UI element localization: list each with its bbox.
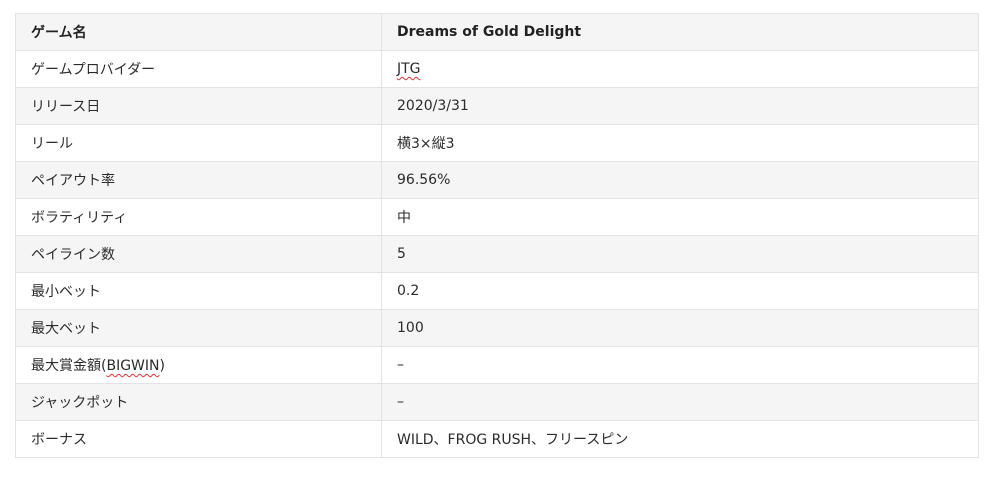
- table-row: 最小ベット 0.2: [15, 272, 979, 310]
- table-row: ペイライン数 5: [15, 235, 979, 273]
- row-label-reels: リール: [15, 124, 382, 162]
- table-row: ボーナス WILD、FROG RUSH、フリースピン: [15, 420, 979, 458]
- row-value-reels: 横3×縦3: [381, 124, 979, 162]
- row-value-paylines: 5: [381, 235, 979, 273]
- table-row: ジャックポット –: [15, 383, 979, 421]
- row-value-jackpot: –: [381, 383, 979, 421]
- table-header-row: ゲーム名 Dreams of Gold Delight: [15, 13, 979, 51]
- row-value-max-win: –: [381, 346, 979, 384]
- table-row: ゲームプロバイダー JTG: [15, 50, 979, 88]
- row-value-provider: JTG: [381, 50, 979, 88]
- max-win-label-bigwin: BIGWIN: [106, 358, 160, 374]
- row-label-bonus: ボーナス: [15, 420, 382, 458]
- table-row: リール 横3×縦3: [15, 124, 979, 162]
- row-value-release-date: 2020/3/31: [381, 87, 979, 125]
- header-value-cell: Dreams of Gold Delight: [381, 13, 979, 51]
- table-row: ペイアウト率 96.56%: [15, 161, 979, 199]
- table-row: 最大賞金額(BIGWIN) –: [15, 346, 979, 384]
- row-value-payout-rate: 96.56%: [381, 161, 979, 199]
- row-label-max-bet: 最大ベット: [15, 309, 382, 347]
- row-label-payout-rate: ペイアウト率: [15, 161, 382, 199]
- row-value-bonus: WILD、FROG RUSH、フリースピン: [381, 420, 979, 458]
- provider-value: JTG: [397, 61, 421, 77]
- row-label-min-bet: 最小ベット: [15, 272, 382, 310]
- row-value-volatility: 中: [381, 198, 979, 236]
- table-row: ボラティリティ 中: [15, 198, 979, 236]
- header-label-cell: ゲーム名: [15, 13, 382, 51]
- row-label-paylines: ペイライン数: [15, 235, 382, 273]
- row-label-max-win: 最大賞金額(BIGWIN): [15, 346, 382, 384]
- table-row: リリース日 2020/3/31: [15, 87, 979, 125]
- table-row: 最大ベット 100: [15, 309, 979, 347]
- row-label-release-date: リリース日: [15, 87, 382, 125]
- game-spec-table: ゲーム名 Dreams of Gold Delight ゲームプロバイダー JT…: [15, 13, 979, 458]
- row-value-min-bet: 0.2: [381, 272, 979, 310]
- max-win-label-suffix: ): [159, 358, 165, 374]
- row-label-volatility: ボラティリティ: [15, 198, 382, 236]
- max-win-label-prefix: 最大賞金額(: [31, 358, 107, 374]
- row-value-max-bet: 100: [381, 309, 979, 347]
- row-label-provider: ゲームプロバイダー: [15, 50, 382, 88]
- row-label-jackpot: ジャックポット: [15, 383, 382, 421]
